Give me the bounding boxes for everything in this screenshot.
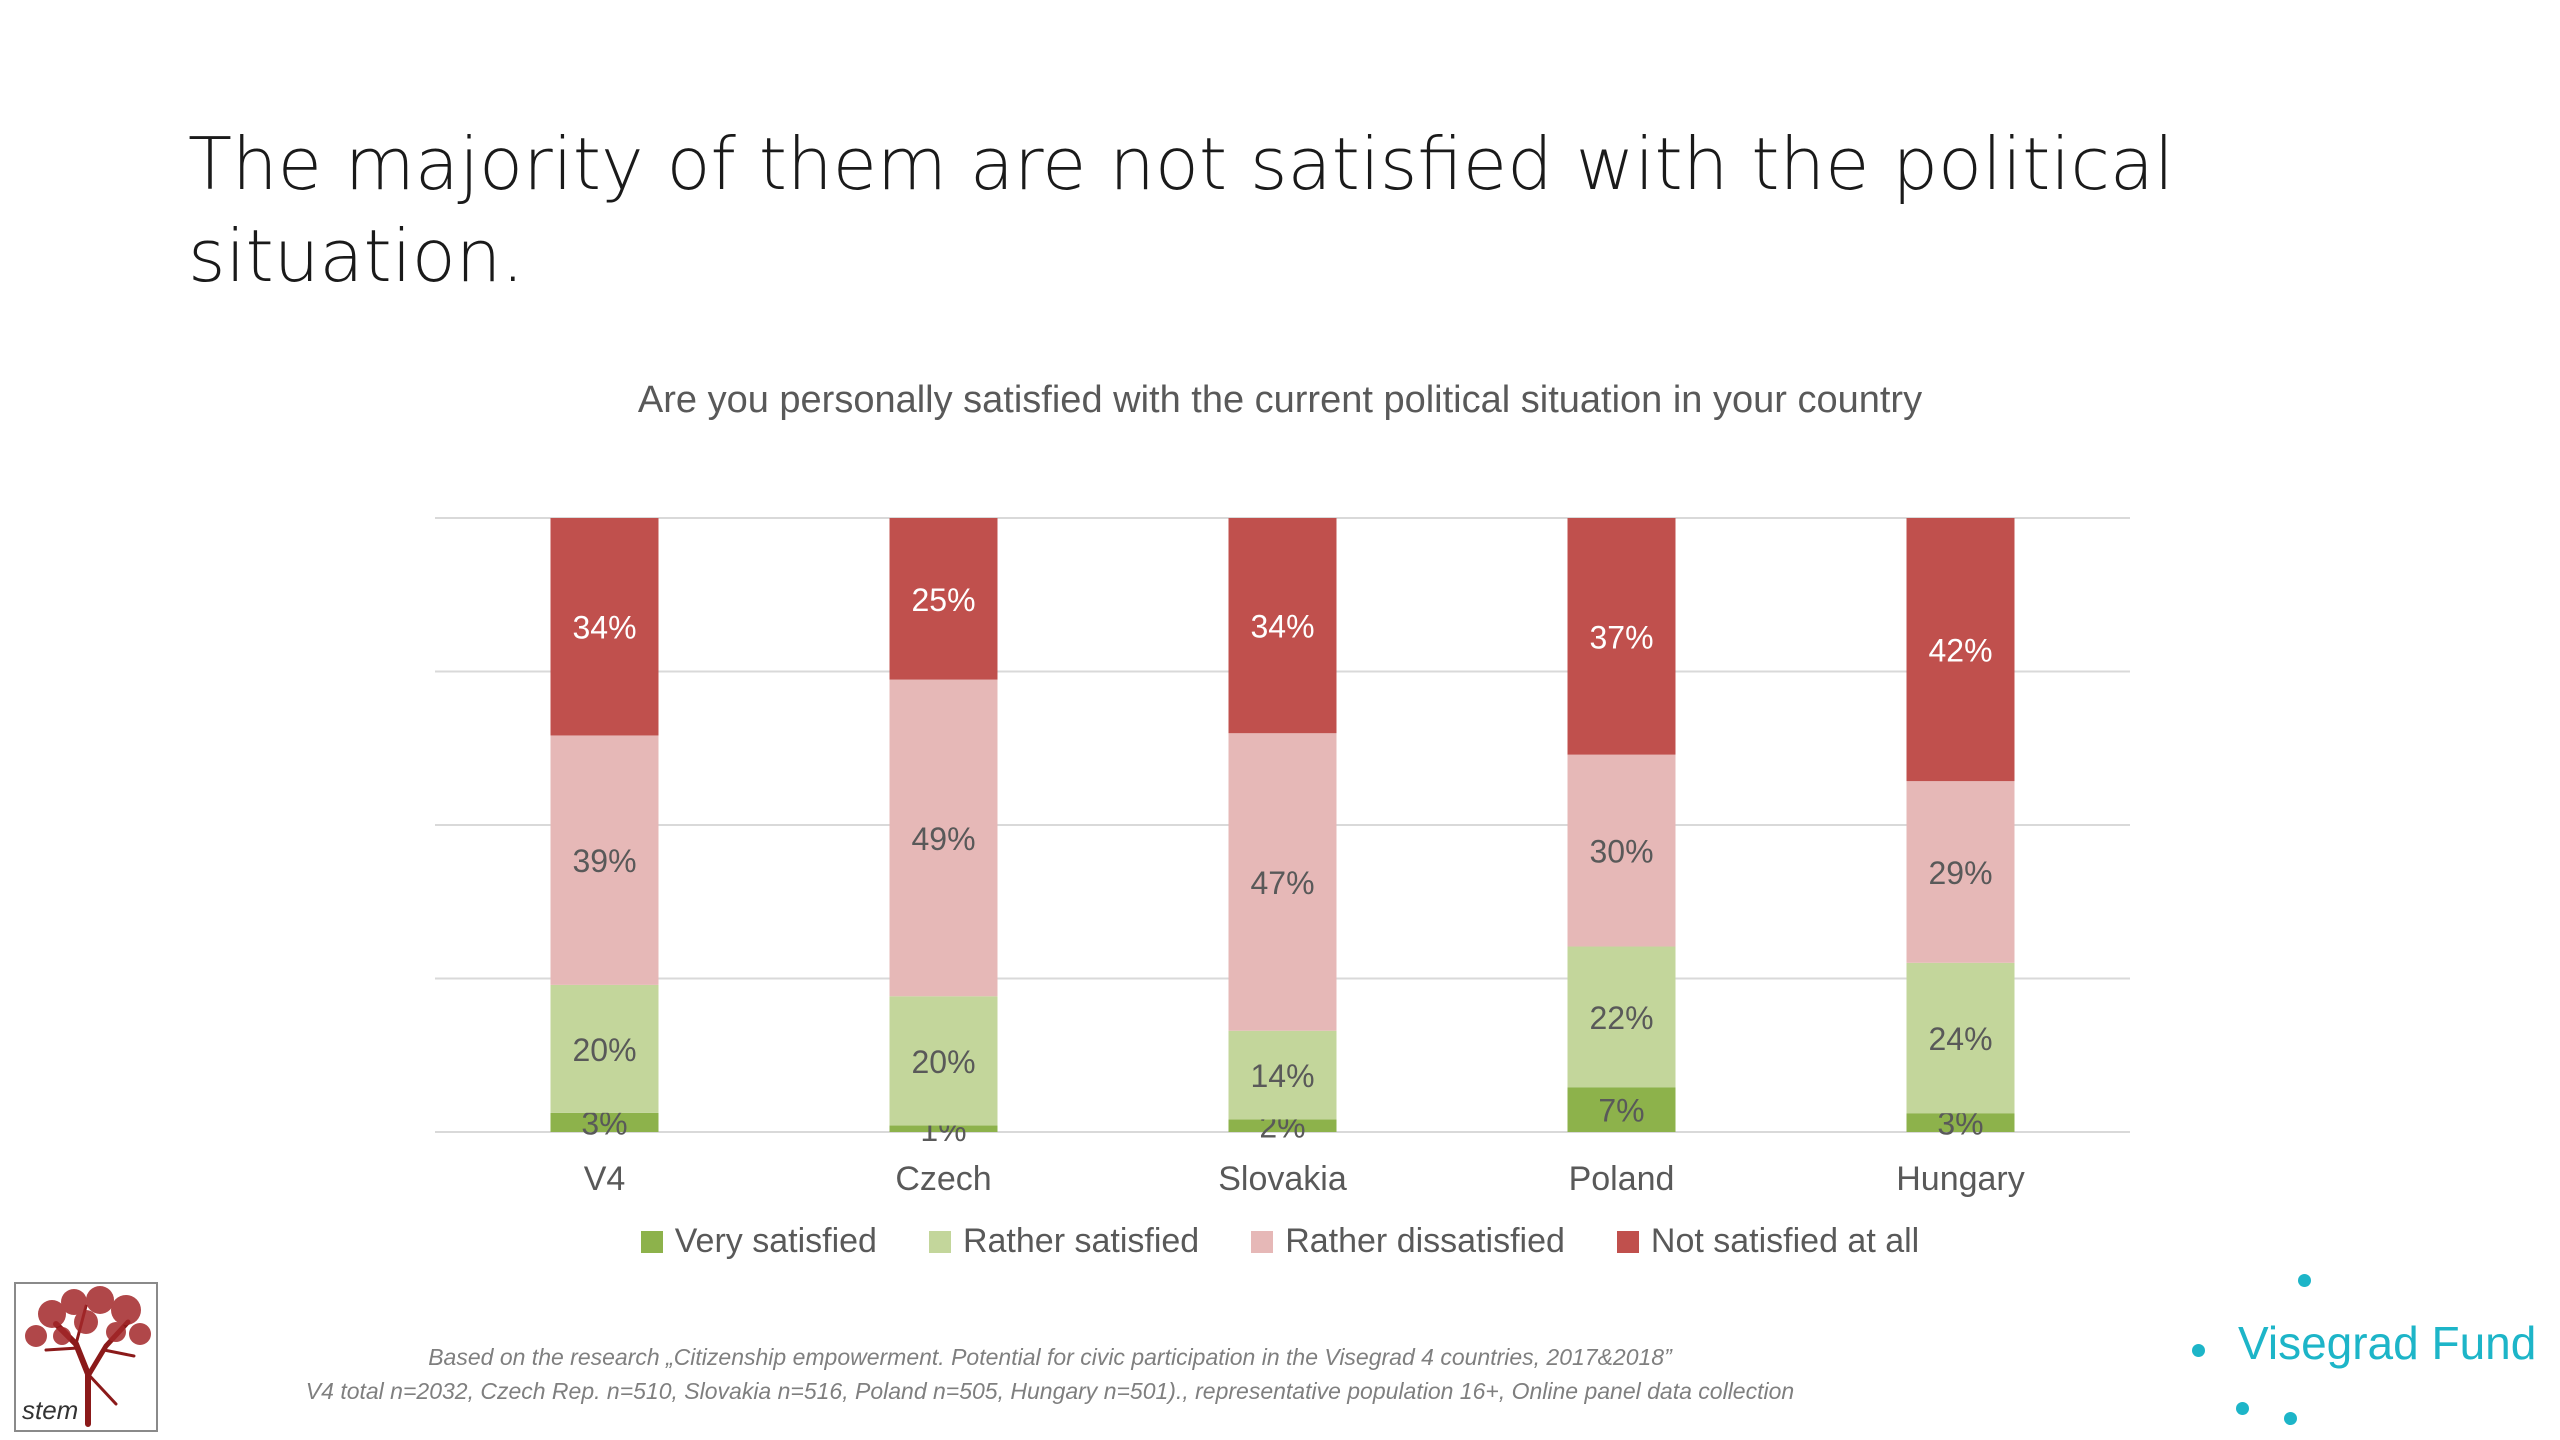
legend-label: Not satisfied at all: [1650, 1222, 1920, 1260]
data-label: 29%: [1928, 855, 1992, 891]
legend-swatch: [928, 1230, 951, 1253]
data-label: 20%: [572, 1032, 636, 1068]
category-label: Czech: [895, 1160, 991, 1198]
logo-dot: [2284, 1412, 2297, 1425]
logo-dot: [2298, 1274, 2311, 1287]
bar-segment: [550, 735, 659, 985]
legend-swatch: [1616, 1230, 1639, 1253]
bar-segment: [1906, 1113, 2015, 1132]
data-label: 37%: [1589, 619, 1653, 655]
chart-legend: Very satisfied Rather satisfied Rather dis…: [0, 1222, 2560, 1261]
data-label: 47%: [1250, 865, 1314, 901]
bar-segment: [889, 518, 998, 680]
bar-segment: [1228, 1030, 1337, 1120]
chart-title: Are you personally satisfied with the cu…: [637, 379, 1923, 421]
bar-segment: [1906, 962, 2015, 1114]
bar-segment: [1228, 1119, 1337, 1132]
bar-segment: [1567, 946, 1676, 1088]
footnote-sample: V4 total n=2032, Czech Rep. n=510, Slova…: [305, 1378, 1795, 1404]
bar-segment: [889, 1125, 998, 1132]
legend-label: Rather dissatisfied: [1285, 1222, 1565, 1260]
bar-segment: [1906, 518, 2015, 782]
bar-segment: [1567, 518, 1676, 755]
tree-icon: [25, 1286, 151, 1427]
data-label: 34%: [1250, 609, 1314, 645]
visegrad-fund-text: Visegrad Fund: [2238, 1317, 2537, 1369]
legend-label: Very satisfied: [674, 1222, 877, 1260]
bar-segment: [889, 679, 998, 997]
legend-item: Not satisfied at all: [1616, 1222, 1920, 1261]
data-label: 39%: [572, 843, 636, 879]
data-label: 25%: [911, 582, 975, 618]
bar-segment: [1906, 781, 2015, 963]
data-label: 7%: [1598, 1093, 1644, 1129]
slide-title: The majority of them are not satisfied w…: [188, 122, 2175, 298]
stem-logo: stem: [14, 1282, 158, 1432]
category-label: V4: [584, 1160, 626, 1198]
legend-item: Very satisfied: [640, 1222, 877, 1261]
bar-segment: [1567, 1087, 1676, 1132]
category-label: Slovakia: [1218, 1160, 1347, 1198]
data-label: 14%: [1250, 1058, 1314, 1094]
data-label: 42%: [1928, 633, 1992, 669]
bar-segment: [550, 518, 659, 736]
data-label: 34%: [572, 610, 636, 646]
bar-segment: [1567, 754, 1676, 947]
data-label: 20%: [911, 1044, 975, 1080]
legend-swatch: [1251, 1230, 1274, 1253]
data-label: 22%: [1589, 1000, 1653, 1036]
visegrad-fund-logo: Visegrad Fund: [2180, 1260, 2560, 1440]
bar-segment: [889, 996, 998, 1126]
category-label: Hungary: [1896, 1160, 2025, 1198]
legend-item: Rather dissatisfied: [1251, 1222, 1565, 1261]
bar-segment: [1228, 733, 1337, 1031]
legend-item: Rather satisfied: [928, 1222, 1200, 1261]
legend-swatch: [640, 1230, 663, 1253]
logo-dot: [2236, 1402, 2249, 1415]
bar-segment: [1228, 518, 1337, 734]
bar-segment: [550, 1112, 659, 1132]
category-label: Poland: [1569, 1160, 1675, 1198]
stem-logo-text: stem: [22, 1395, 79, 1425]
footnote-source: Based on the research „Citizenship empow…: [428, 1344, 1672, 1370]
logo-dot: [2192, 1344, 2205, 1357]
bar-segment: [550, 984, 659, 1113]
data-label: 49%: [911, 821, 975, 857]
legend-label: Rather satisfied: [962, 1222, 1200, 1260]
data-label: 24%: [1928, 1021, 1992, 1057]
data-label: 30%: [1589, 834, 1653, 870]
